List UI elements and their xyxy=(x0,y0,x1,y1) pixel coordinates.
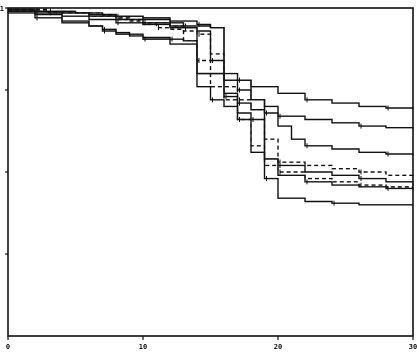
survival-curve-8 xyxy=(8,10,413,206)
x-tick-label: 0 xyxy=(6,343,10,351)
x-tick-label: 10 xyxy=(139,343,147,351)
survival-curve-3 xyxy=(8,10,414,156)
y-tick-label: 1 xyxy=(0,5,4,13)
x-axis-ticks: 0 10 20 30 xyxy=(6,336,417,351)
x-tick-label: 20 xyxy=(274,343,282,351)
survival-curve-4 xyxy=(8,8,414,179)
x-tick-label: 30 xyxy=(409,343,417,351)
y-axis-ticks: 1 xyxy=(0,5,8,255)
series-group xyxy=(8,8,414,206)
